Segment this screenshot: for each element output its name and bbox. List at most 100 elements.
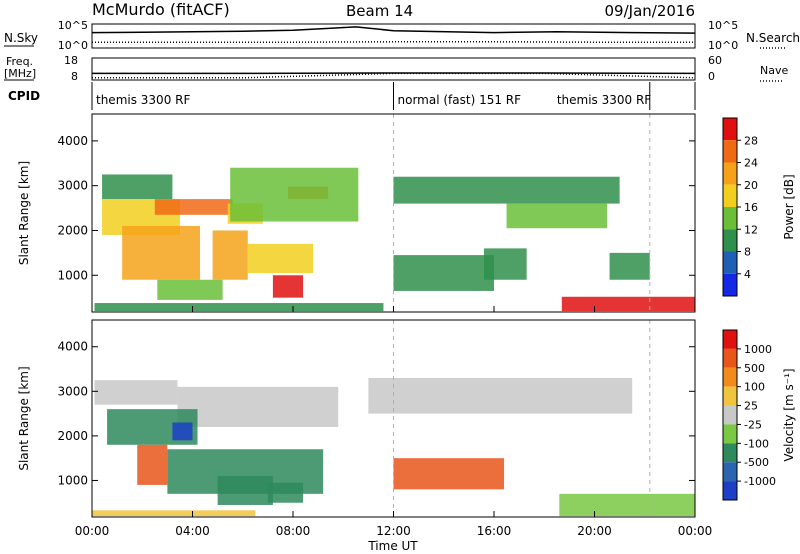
power-colorbar-tick-label-4: 20 — [744, 179, 758, 192]
velocity-colorbar: 1000 500 100 25 -25 -100 -500 -1000 Velocity [m … — [722, 329, 796, 501]
xtick-label-0: 00:00 — [75, 524, 110, 538]
power-region-12 — [393, 255, 494, 291]
velocity-region-0 — [94, 380, 178, 405]
nave-tick-high: 60 — [708, 54, 722, 67]
velocity-colorbar-tick-label-0: 1000 — [744, 343, 772, 356]
velocity-colorbar-tick-label-5: -100 — [744, 437, 769, 450]
power-region-15 — [506, 203, 608, 229]
velocity-ytick-label-2: 3000 — [57, 384, 88, 398]
velocity-colorbar-tick-label-3: 25 — [744, 400, 758, 413]
velocity-region-1 — [177, 386, 339, 427]
freq-unit: [MHz] — [4, 67, 36, 80]
nsky-lines — [91, 26, 696, 43]
xtick-label-4: 16:00 — [477, 524, 512, 538]
power-colorbar-tick-label-5: 24 — [744, 157, 758, 170]
power-colorbar-tick-label-0: 4 — [744, 268, 751, 281]
cpid-label: CPID — [8, 89, 40, 103]
velocity-panel: 1000 2000 3000 4000 Slant Range [km] — [17, 319, 696, 518]
nsearch-tick-high: 10^5 — [708, 19, 738, 32]
freq-panel-frame — [91, 57, 696, 81]
power-colorbar-tick-label-1: 8 — [744, 246, 751, 259]
velocity-region-3 — [137, 444, 168, 485]
station-title: McMurdo (fitACF) — [92, 0, 230, 19]
velocity-region-8 — [393, 458, 505, 490]
power-colorbar: 4 8 12 16 20 24 28 Power [dB] — [722, 117, 796, 297]
velocity-colorbar-tick-label-2: 100 — [744, 381, 765, 394]
velocity-colorbar-frame — [722, 329, 738, 501]
power-region-7 — [122, 225, 201, 280]
nave-label: Nave — [760, 64, 788, 77]
xtick-label-2: 08:00 — [276, 524, 311, 538]
power-colorbar-swatch-2 — [723, 162, 737, 185]
power-colorbar-tick-label-6: 28 — [744, 134, 758, 147]
velocity-region-9 — [368, 377, 633, 414]
power-ylabel: Slant Range [km] — [17, 161, 31, 265]
power-colorbar-swatch-6 — [723, 251, 737, 274]
nsky-tick-low: 10^0 — [58, 39, 88, 52]
power-region-11 — [157, 279, 223, 300]
power-ytick-label-3: 4000 — [57, 134, 88, 148]
date-title: 09/Jan/2016 — [605, 2, 696, 20]
velocity-ytick-label-0: 1000 — [57, 473, 88, 487]
nsky-label: N.Sky — [4, 31, 38, 45]
power-colorbar-tick-label-2: 12 — [744, 223, 758, 236]
x-axis: 00:00 04:00 08:00 12:00 16:00 20:00 00:00 — [75, 524, 713, 538]
x-axis-title: Time UT — [367, 539, 418, 553]
power-region-3 — [154, 199, 233, 215]
power-ytick-label-2: 3000 — [57, 179, 88, 193]
cpid-segment-0: themis 3300 RF — [96, 93, 190, 107]
nsearch-tick-low: 10^0 — [708, 39, 738, 52]
velocity-colorbar-tick-label-6: -500 — [744, 456, 769, 469]
power-region-0 — [94, 303, 384, 312]
power-region-14 — [393, 176, 620, 204]
nave-tick-low: 0 — [708, 70, 715, 83]
velocity-colorbar-swatch-6 — [723, 443, 737, 463]
velocity-region-10 — [559, 493, 695, 517]
power-colorbar-swatch-5 — [723, 229, 737, 252]
velocity-ytick-label-3: 4000 — [57, 340, 88, 354]
cpid-segment-1: normal (fast) 151 RF — [398, 93, 522, 107]
velocity-colorbar-swatch-4 — [723, 405, 737, 425]
power-colorbar-swatch-3 — [723, 184, 737, 207]
power-region-8 — [212, 230, 248, 280]
power-region-16 — [561, 296, 695, 312]
power-colorbar-swatch-0 — [723, 118, 737, 141]
velocity-ylabel: Slant Range [km] — [17, 366, 31, 470]
power-ytick-label-1: 2000 — [57, 223, 88, 237]
velocity-colorbar-swatch-5 — [723, 424, 737, 444]
nsky-tick-high: 10^5 — [58, 19, 88, 32]
velocity-colorbar-swatch-0 — [723, 330, 737, 349]
velocity-colorbar-swatch-7 — [723, 462, 737, 482]
power-colorbar-swatch-4 — [723, 207, 737, 230]
velocity-colorbar-swatch-3 — [723, 386, 737, 406]
power-region-1 — [102, 174, 173, 200]
nsearch-label: N.Search — [746, 31, 800, 45]
power-region-10 — [272, 275, 304, 298]
freq-tick-high: 18 — [64, 54, 78, 67]
beam-title: Beam 14 — [346, 2, 413, 20]
power-colorbar-title: Power [dB] — [782, 174, 796, 239]
xtick-label-5: 20:00 — [577, 524, 612, 538]
velocity-colorbar-swatch-8 — [723, 481, 737, 500]
power-panel: 1000 2000 3000 4000 Slant Range [km] — [17, 113, 696, 313]
power-ytick-label-0: 1000 — [57, 268, 88, 282]
power-region-6 — [230, 167, 359, 222]
xtick-label-6: 00:00 — [678, 524, 713, 538]
velocity-colorbar-tick-label-1: 500 — [744, 362, 765, 375]
velocity-region-6 — [267, 482, 304, 503]
xtick-label-3: 12:00 — [376, 524, 411, 538]
cpid-segment-2: themis 3300 RF — [557, 93, 651, 107]
nsky-line — [91, 26, 696, 34]
power-colorbar-swatch-1 — [723, 140, 737, 163]
xtick-label-1: 04:00 — [175, 524, 210, 538]
velocity-colorbar-title: Velocity [m s⁻¹] — [782, 368, 796, 461]
velocity-region-11 — [92, 510, 256, 517]
velocity-colorbar-tick-label-4: -25 — [744, 418, 762, 431]
power-region-13 — [483, 248, 527, 280]
freq-tick-low: 8 — [71, 70, 78, 83]
velocity-colorbar-swatch-1 — [723, 348, 737, 368]
power-region-9 — [247, 243, 314, 274]
power-colorbar-tick-label-3: 16 — [744, 201, 758, 214]
cpid-row: themis 3300 RF normal (fast) 151 RF themis… — [91, 82, 696, 110]
